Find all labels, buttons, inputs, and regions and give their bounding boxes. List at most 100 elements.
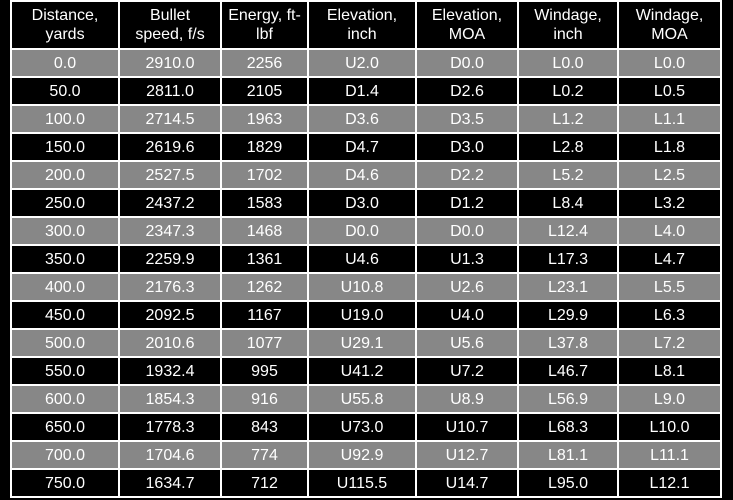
data-cell: 2347.3 xyxy=(120,218,220,244)
data-cell: L7.2 xyxy=(619,330,720,356)
data-cell: 50.0 xyxy=(12,78,118,104)
header-line: Windage, xyxy=(635,7,704,24)
data-cell: L4.0 xyxy=(619,218,720,244)
data-cell: L11.1 xyxy=(619,442,720,468)
data-cell: L1.8 xyxy=(619,134,720,160)
data-cell: 1778.3 xyxy=(120,414,220,440)
data-row: 550.0 1932.4 995 U41.2 U7.2 L46.7 L8.1 xyxy=(12,358,720,384)
data-row: 400.0 2176.3 1262 U10.8 U2.6 L23.1 L5.5 xyxy=(12,274,720,300)
header-cell: Windage, MOA xyxy=(619,2,720,48)
data-cell: L1.1 xyxy=(619,106,720,132)
data-cell: L46.7 xyxy=(519,358,617,384)
data-cell: 550.0 xyxy=(12,358,118,384)
data-cell: 400.0 xyxy=(12,274,118,300)
data-cell: 995 xyxy=(222,358,307,384)
data-cell: L0.2 xyxy=(519,78,617,104)
data-cell: 2176.3 xyxy=(120,274,220,300)
data-cell: 1167 xyxy=(222,302,307,328)
data-cell: L10.0 xyxy=(619,414,720,440)
data-cell: 100.0 xyxy=(12,106,118,132)
data-cell: L56.9 xyxy=(519,386,617,412)
header-line: lbf xyxy=(256,26,273,43)
header-line: inch xyxy=(347,26,377,43)
header-cell: Bullet speed, f/s xyxy=(120,2,220,48)
data-cell: 600.0 xyxy=(12,386,118,412)
header-line: Energy, ft- xyxy=(228,7,301,24)
data-cell: 843 xyxy=(222,414,307,440)
data-row: 200.0 2527.5 1702 D4.6 D2.2 L5.2 L2.5 xyxy=(12,162,720,188)
data-row: 650.0 1778.3 843 U73.0 U10.7 L68.3 L10.0 xyxy=(12,414,720,440)
header-line: MOA xyxy=(651,26,688,43)
data-cell: L4.7 xyxy=(619,246,720,272)
data-cell: D3.0 xyxy=(309,190,415,216)
data-row: 350.0 2259.9 1361 U4.6 U1.3 L17.3 L4.7 xyxy=(12,246,720,272)
data-cell: 200.0 xyxy=(12,162,118,188)
data-row: 150.0 2619.6 1829 D4.7 D3.0 L2.8 L1.8 xyxy=(12,134,720,160)
data-cell: 0.0 xyxy=(12,50,118,76)
data-cell: U5.6 xyxy=(417,330,517,356)
header-cell: Energy, ft-lbf xyxy=(222,2,307,48)
data-cell: L0.0 xyxy=(519,50,617,76)
data-cell: L12.1 xyxy=(619,470,720,496)
data-cell: L0.5 xyxy=(619,78,720,104)
data-cell: 2092.5 xyxy=(120,302,220,328)
data-cell: 1829 xyxy=(222,134,307,160)
data-cell: 2259.9 xyxy=(120,246,220,272)
data-cell: L5.2 xyxy=(519,162,617,188)
data-cell: U41.2 xyxy=(309,358,415,384)
data-cell: 2811.0 xyxy=(120,78,220,104)
data-cell: D1.4 xyxy=(309,78,415,104)
data-cell: 1634.7 xyxy=(120,470,220,496)
data-cell: U12.7 xyxy=(417,442,517,468)
data-cell: 650.0 xyxy=(12,414,118,440)
data-cell: L2.5 xyxy=(619,162,720,188)
data-cell: 2105 xyxy=(222,78,307,104)
header-cell: Distance, yards xyxy=(12,2,118,48)
data-cell: 2910.0 xyxy=(120,50,220,76)
data-cell: U10.7 xyxy=(417,414,517,440)
data-row: 600.0 1854.3 916 U55.8 U8.9 L56.9 L9.0 xyxy=(12,386,720,412)
data-cell: D3.6 xyxy=(309,106,415,132)
header-line: inch xyxy=(553,26,583,43)
data-cell: 1854.3 xyxy=(120,386,220,412)
data-cell: 350.0 xyxy=(12,246,118,272)
header-line: speed, f/s xyxy=(135,26,205,43)
data-cell: 2714.5 xyxy=(120,106,220,132)
data-cell: U1.3 xyxy=(417,246,517,272)
data-row: 100.0 2714.5 1963 D3.6 D3.5 L1.2 L1.1 xyxy=(12,106,720,132)
data-cell: 1932.4 xyxy=(120,358,220,384)
data-cell: U115.5 xyxy=(309,470,415,496)
data-cell: 712 xyxy=(222,470,307,496)
header-cell: Windage, inch xyxy=(519,2,617,48)
data-cell: L8.1 xyxy=(619,358,720,384)
data-cell: D3.0 xyxy=(417,134,517,160)
data-cell: 500.0 xyxy=(12,330,118,356)
data-cell: 774 xyxy=(222,442,307,468)
data-cell: L3.2 xyxy=(619,190,720,216)
data-cell: 1468 xyxy=(222,218,307,244)
data-cell: 2527.5 xyxy=(120,162,220,188)
ballistics-table: Distance, yards Bullet speed, f/s Energy, ft… xyxy=(10,0,722,498)
data-row: 250.0 2437.2 1583 D3.0 D1.2 L8.4 L3.2 xyxy=(12,190,720,216)
data-cell: L0.0 xyxy=(619,50,720,76)
data-cell: L81.1 xyxy=(519,442,617,468)
data-row: 0.0 2910.0 2256 U2.0 D0.0 L0.0 L0.0 xyxy=(12,50,720,76)
header-line: MOA xyxy=(448,26,486,43)
data-cell: 916 xyxy=(222,386,307,412)
data-cell: 2437.2 xyxy=(120,190,220,216)
data-cell: U29.1 xyxy=(309,330,415,356)
header-cell: Elevation, MOA xyxy=(417,2,517,48)
data-row: 450.0 2092.5 1167 U19.0 U4.0 L29.9 L6.3 xyxy=(12,302,720,328)
data-cell: 1262 xyxy=(222,274,307,300)
data-cell: 300.0 xyxy=(12,218,118,244)
data-cell: L9.0 xyxy=(619,386,720,412)
data-row: 700.0 1704.6 774 U92.9 U12.7 L81.1 L11.1 xyxy=(12,442,720,468)
data-cell: L29.9 xyxy=(519,302,617,328)
data-cell: U4.0 xyxy=(417,302,517,328)
data-cell: 250.0 xyxy=(12,190,118,216)
data-cell: D0.0 xyxy=(309,218,415,244)
data-cell: L37.8 xyxy=(519,330,617,356)
data-cell: 1704.6 xyxy=(120,442,220,468)
data-row: 750.0 1634.7 712 U115.5 U14.7 L95.0 L12.1 xyxy=(12,470,720,496)
data-cell: 2619.6 xyxy=(120,134,220,160)
